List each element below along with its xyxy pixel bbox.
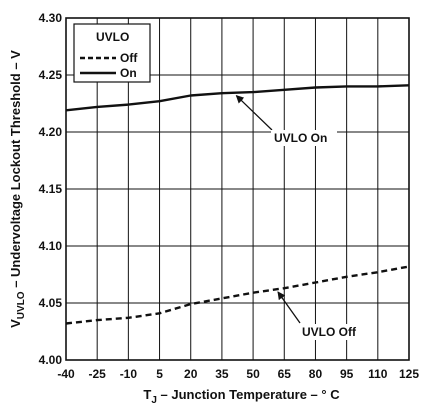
annotation-label-bg bbox=[299, 324, 365, 340]
x-tick-label: 95 bbox=[340, 367, 354, 381]
y-axis-title-sub: UVLO bbox=[16, 291, 27, 319]
legend-title: UVLO bbox=[96, 30, 129, 44]
x-tick-label: 50 bbox=[246, 367, 260, 381]
annotation-label-bg bbox=[271, 130, 337, 146]
x-tick-label: -25 bbox=[89, 367, 107, 381]
legend: UVLO Off On bbox=[73, 23, 151, 83]
x-tick-label: 5 bbox=[156, 367, 163, 381]
annotation-arrow bbox=[235, 95, 273, 131]
y-axis-title-main: V bbox=[8, 319, 23, 328]
annotation-label: UVLO On bbox=[274, 131, 327, 145]
series-layer bbox=[65, 84, 410, 325]
y-tick-labels: 4.00 4.05 4.10 4.15 4.20 4.25 4.30 bbox=[39, 11, 63, 367]
x-axis-title-sub: J bbox=[151, 395, 157, 406]
annotation-arrow bbox=[277, 291, 301, 324]
x-axis-title: TJ – Junction Temperature – ° C bbox=[143, 387, 340, 406]
x-tick-label: 125 bbox=[399, 367, 419, 381]
x-tick-label: 80 bbox=[309, 367, 323, 381]
annotations: UVLO On UVLO Off bbox=[235, 95, 365, 340]
y-tick-label: 4.15 bbox=[39, 182, 63, 196]
y-axis-title-rest: – Undervoltage Lockout Threshold – V bbox=[8, 50, 23, 292]
series-line-off bbox=[65, 265, 410, 325]
legend-label-off: Off bbox=[120, 51, 138, 65]
x-tick-label: 20 bbox=[184, 367, 198, 381]
y-tick-label: 4.25 bbox=[39, 68, 63, 82]
y-tick-label: 4.05 bbox=[39, 296, 63, 310]
x-tick-label: 65 bbox=[278, 367, 292, 381]
x-tick-label: 110 bbox=[368, 367, 388, 381]
x-tick-label: -40 bbox=[57, 367, 75, 381]
x-tick-labels: -40 -25 -10 5 20 35 50 65 80 95 110 125 bbox=[57, 367, 419, 381]
y-tick-label: 4.00 bbox=[39, 353, 63, 367]
y-tick-label: 4.20 bbox=[39, 125, 63, 139]
x-axis-title-main: T bbox=[143, 387, 151, 402]
y-axis-title: VUVLO – Undervoltage Lockout Threshold –… bbox=[8, 50, 27, 328]
y-tick-label: 4.30 bbox=[39, 11, 63, 25]
x-tick-label: -10 bbox=[120, 367, 138, 381]
x-tick-label: 35 bbox=[215, 367, 229, 381]
series-line-on bbox=[65, 84, 410, 112]
plot-frame bbox=[65, 17, 410, 361]
annotation-label: UVLO Off bbox=[302, 325, 357, 339]
x-axis-title-rest: – Junction Temperature – ° C bbox=[157, 387, 340, 402]
y-tick-label: 4.10 bbox=[39, 239, 63, 253]
legend-label-on: On bbox=[120, 66, 137, 80]
